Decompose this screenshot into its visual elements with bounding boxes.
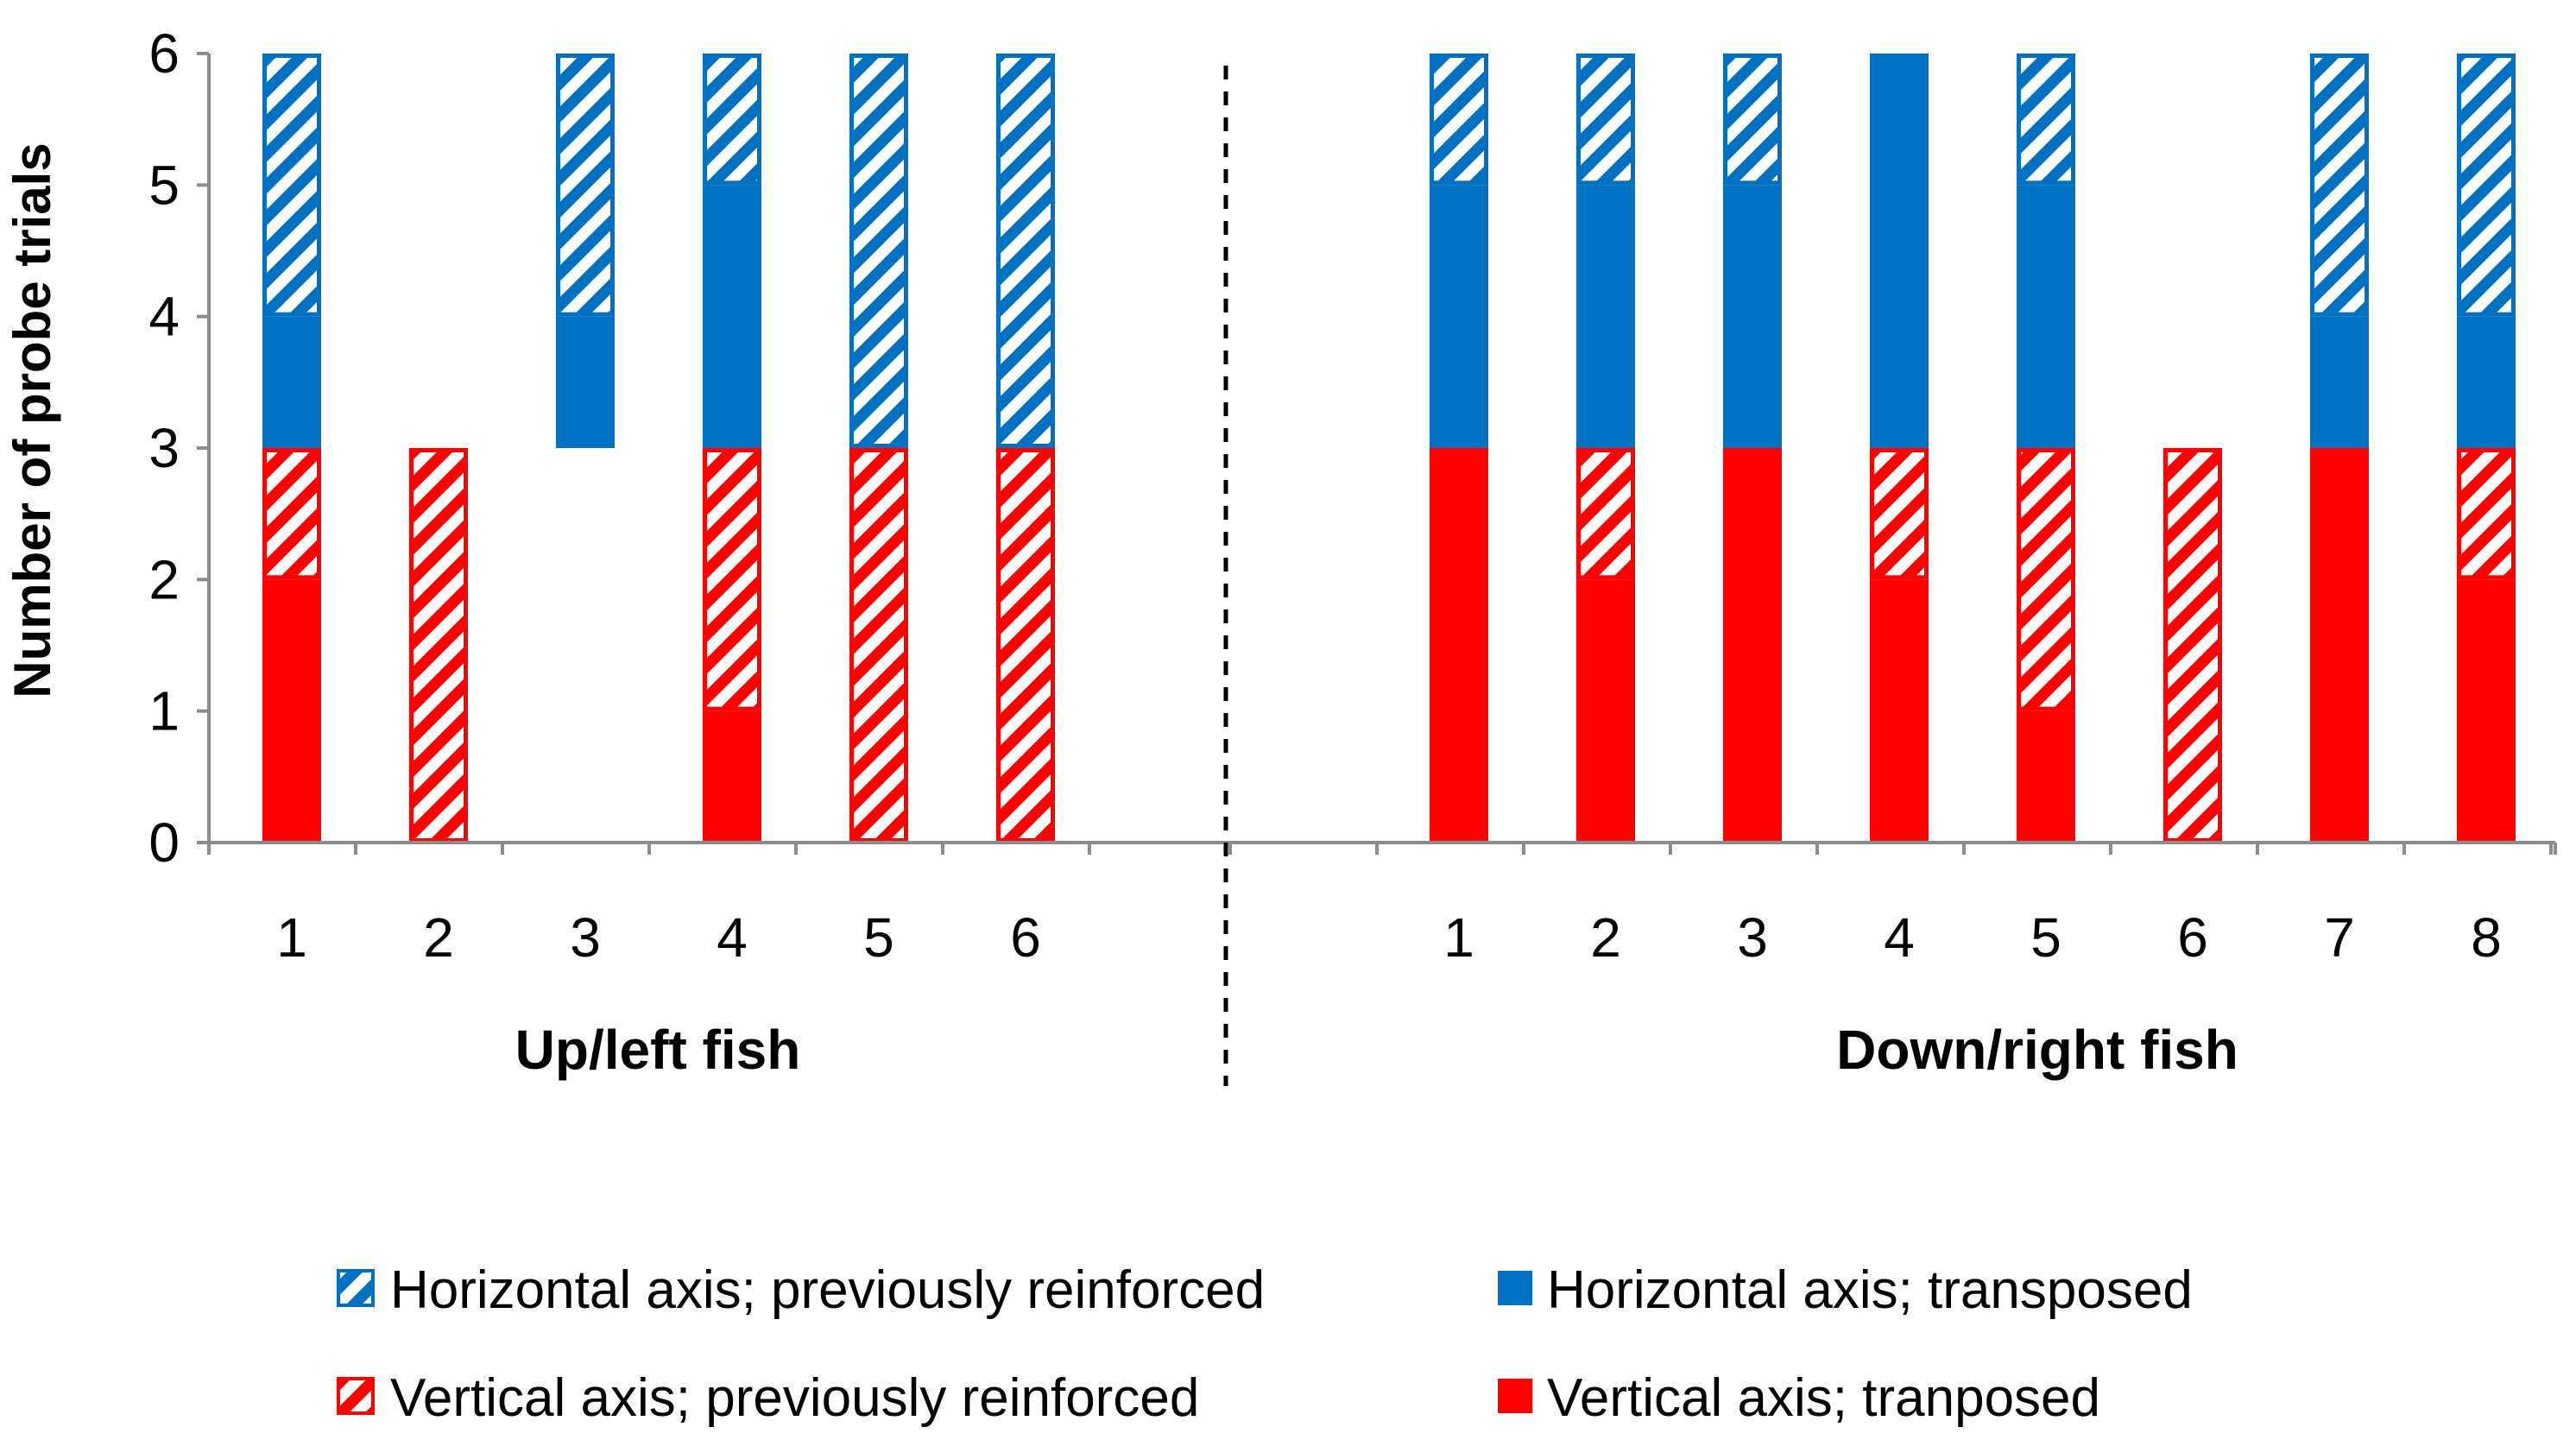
bar-segment-ht-1 [262,316,321,448]
y-tick-label: 5 [148,154,180,216]
y-tick-label: 1 [148,680,180,742]
x-tick-label: 6 [1010,906,1041,969]
bar-segment-hp-4 [703,54,761,186]
x-tick-label: 6 [2177,906,2208,969]
bar-segment-vt-10 [1870,579,1929,843]
legend-label-vertical-previously-reinforced: Vertical axis; previously reinforced [390,1368,1199,1428]
bar-segment-ht-10 [1870,54,1929,448]
bar-segment-ht-3 [556,316,615,448]
x-tick-label: 2 [1590,906,1621,969]
bar-segment-vp-12 [2163,448,2222,843]
x-tick-label: 5 [863,906,894,969]
legend-swatch-vertical-transposed [1498,1379,1532,1413]
x-tick-label: 4 [1884,906,1915,969]
bar-segment-vt-7 [1430,448,1488,843]
bar-segment-hp-1 [262,54,321,317]
bar-segment-ht-7 [1430,185,1488,449]
bar-segment-vt-1 [262,579,321,843]
x-tick-label: 1 [1443,906,1474,969]
x-tick-label: 4 [717,906,748,969]
x-tick-label: 2 [423,906,454,969]
bar-segment-ht-9 [1723,185,1782,449]
y-tick-label: 0 [148,811,180,874]
bars-layer [262,54,2516,843]
y-tick-label: 2 [148,548,180,610]
bar-segment-hp-3 [556,54,615,317]
bar-segment-hp-8 [1576,54,1635,186]
legend-swatch-horizontal-transposed [1498,1271,1532,1305]
bar-segment-vp-14 [2457,448,2516,580]
bar-segment-ht-8 [1576,185,1635,449]
y-axis-title: Number of probe trials [3,142,61,698]
bar-segment-vt-11 [2017,710,2075,843]
x-tick-label: 7 [2324,906,2355,969]
bar-segment-ht-4 [703,185,761,449]
axes-layer: 0 1 2 3 4 5 6 1 2 3 4 5 6 1 2 3 4 5 6 7 8 [148,22,2557,1086]
y-tick-label: 4 [148,286,180,348]
bar-segment-vp-2 [409,448,468,843]
legend-label-vertical-transposed: Vertical axis; tranposed [1547,1368,2100,1428]
bar-segment-vp-4 [703,448,761,711]
bar-segment-hp-11 [2017,54,2075,186]
bar-segment-hp-13 [2310,54,2369,317]
bar-segment-vt-4 [703,710,761,843]
bar-segment-vp-10 [1870,448,1929,580]
bar-segment-ht-13 [2310,316,2369,448]
bar-segment-vp-5 [849,448,908,843]
x-tick-label: 8 [2471,906,2502,969]
bar-segment-vt-14 [2457,579,2516,843]
legend-swatch-vertical-previously-reinforced [337,1377,375,1415]
legend-label-horizontal-transposed: Horizontal axis; transposed [1547,1260,2193,1320]
legend: Horizontal axis; previously reinforced H… [337,1260,2193,1428]
bar-segment-hp-14 [2457,54,2516,317]
bar-segment-vt-13 [2310,448,2369,843]
y-tick-label: 6 [148,22,180,85]
bar-segment-ht-11 [2017,185,2075,449]
bar-segment-vp-1 [262,448,321,580]
group-label-up-left: Up/left fish [515,1019,801,1081]
y-tick-label: 3 [148,417,180,479]
bar-segment-hp-9 [1723,54,1782,186]
bar-segment-vp-11 [2017,448,2075,711]
bar-segment-vt-9 [1723,448,1782,843]
legend-label-horizontal-previously-reinforced: Horizontal axis; previously reinforced [390,1260,1265,1320]
bar-segment-hp-6 [996,54,1055,448]
bar-segment-ht-14 [2457,316,2516,448]
group-label-down-right: Down/right fish [1836,1019,2238,1081]
bar-segment-hp-7 [1430,54,1488,186]
x-tick-label: 5 [2030,906,2061,969]
bar-segment-vp-6 [996,448,1055,843]
bar-segment-vp-8 [1576,448,1635,580]
bar-segment-hp-5 [849,54,908,448]
x-tick-label: 1 [276,906,307,969]
bar-segment-vt-8 [1576,579,1635,843]
x-tick-label: 3 [1737,906,1768,969]
x-tick-label: 3 [570,906,601,969]
legend-swatch-horizontal-previously-reinforced [337,1269,375,1307]
